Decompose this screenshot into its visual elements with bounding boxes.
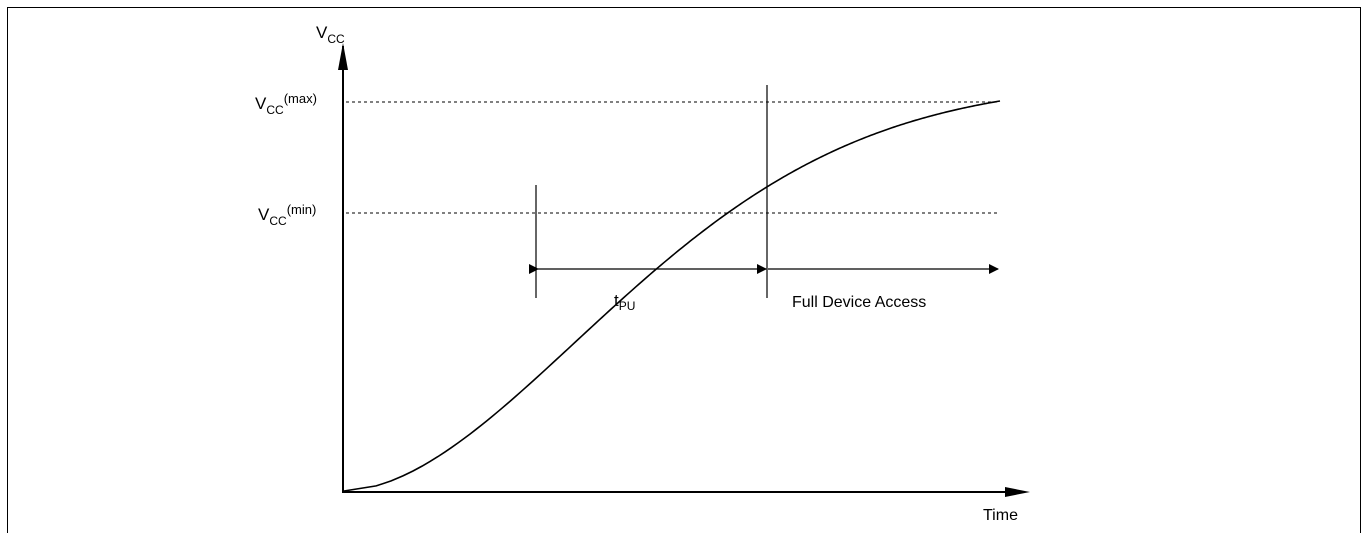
full-device-access-label: Full Device Access <box>792 294 926 311</box>
frame-border <box>7 7 1361 533</box>
y-axis-arrowhead <box>338 43 348 70</box>
vcc-max-label: VCC(max) <box>255 91 317 117</box>
tpu-label: tPU <box>614 291 635 313</box>
vcc-rise-curve <box>343 100 1001 492</box>
vcc-min-label: VCC(min) <box>258 202 316 228</box>
y-axis-label: VCC <box>316 23 345 46</box>
x-axis-arrowhead <box>1005 487 1030 497</box>
x-axis-label: Time <box>983 507 1018 524</box>
